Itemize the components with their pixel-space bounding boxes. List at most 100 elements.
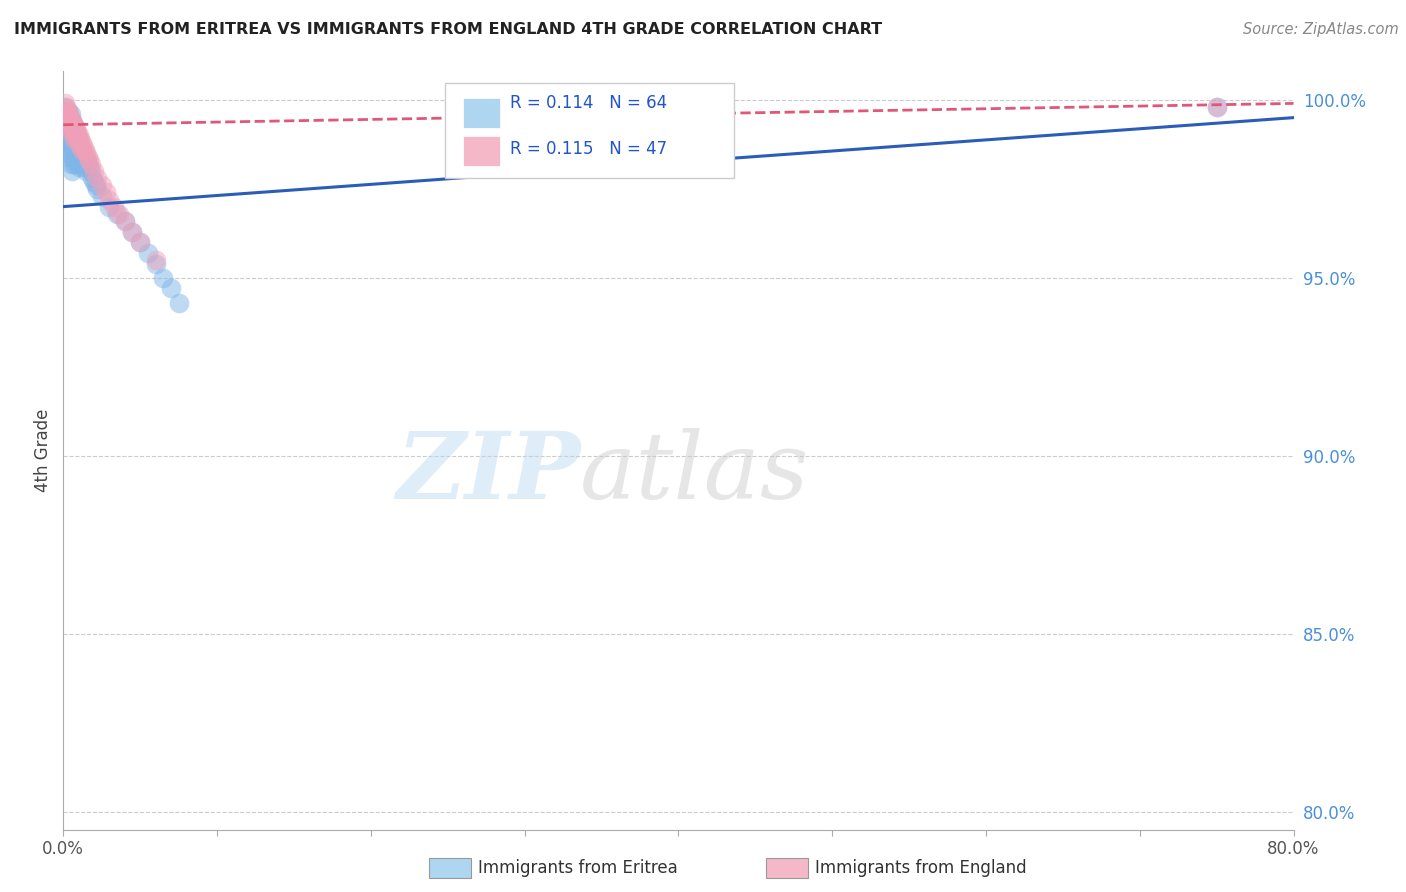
Point bbox=[66, 132, 89, 146]
Point bbox=[114, 214, 136, 228]
Point bbox=[65, 121, 87, 136]
Point bbox=[63, 118, 86, 132]
Point bbox=[55, 107, 77, 121]
Point bbox=[63, 132, 86, 146]
Point bbox=[56, 111, 79, 125]
Point bbox=[69, 153, 91, 168]
Point bbox=[69, 139, 91, 153]
Point bbox=[63, 128, 86, 143]
Point bbox=[83, 175, 105, 189]
Point bbox=[66, 125, 89, 139]
Point bbox=[63, 118, 86, 132]
Point bbox=[121, 225, 143, 239]
Point bbox=[58, 107, 80, 121]
Point bbox=[66, 143, 89, 157]
Point bbox=[73, 153, 96, 168]
Point bbox=[105, 207, 128, 221]
Text: Source: ZipAtlas.com: Source: ZipAtlas.com bbox=[1243, 22, 1399, 37]
Text: ZIP: ZIP bbox=[395, 428, 579, 518]
Point bbox=[70, 136, 93, 150]
Point bbox=[67, 146, 90, 161]
Point bbox=[152, 270, 174, 285]
Point bbox=[73, 143, 96, 157]
Point bbox=[53, 100, 76, 114]
Point bbox=[86, 182, 108, 196]
Point bbox=[56, 146, 79, 161]
Point bbox=[67, 132, 90, 146]
Point bbox=[58, 121, 80, 136]
Point bbox=[103, 200, 125, 214]
Point bbox=[75, 146, 97, 161]
Point bbox=[96, 186, 118, 200]
Point bbox=[55, 114, 77, 128]
Point bbox=[86, 171, 108, 186]
Point bbox=[53, 111, 76, 125]
Text: R = 0.115   N = 47: R = 0.115 N = 47 bbox=[510, 140, 666, 158]
Point bbox=[76, 150, 98, 164]
Point bbox=[55, 136, 77, 150]
Point bbox=[59, 143, 82, 157]
Text: IMMIGRANTS FROM ERITREA VS IMMIGRANTS FROM ENGLAND 4TH GRADE CORRELATION CHART: IMMIGRANTS FROM ERITREA VS IMMIGRANTS FR… bbox=[14, 22, 882, 37]
Text: Immigrants from England: Immigrants from England bbox=[815, 859, 1028, 877]
Point bbox=[62, 139, 84, 153]
Point bbox=[58, 136, 80, 150]
Point bbox=[90, 178, 112, 193]
Point bbox=[63, 143, 86, 157]
Point bbox=[58, 125, 80, 139]
Text: atlas: atlas bbox=[579, 428, 810, 518]
Point bbox=[59, 107, 82, 121]
Point bbox=[1205, 100, 1227, 114]
Point bbox=[58, 111, 80, 125]
Point bbox=[72, 139, 94, 153]
Point bbox=[136, 246, 159, 260]
Point bbox=[56, 132, 79, 146]
Point bbox=[63, 125, 86, 139]
Point bbox=[160, 281, 183, 295]
Point bbox=[55, 128, 77, 143]
Point bbox=[65, 150, 87, 164]
Point bbox=[62, 114, 84, 128]
Point bbox=[58, 150, 80, 164]
Point bbox=[90, 189, 112, 203]
Point bbox=[72, 161, 94, 175]
Point bbox=[59, 125, 82, 139]
Point bbox=[69, 139, 91, 153]
Bar bbox=[463, 136, 501, 166]
Point bbox=[56, 118, 79, 132]
Point bbox=[79, 153, 101, 168]
Point bbox=[98, 200, 121, 214]
Point bbox=[69, 132, 91, 146]
FancyBboxPatch shape bbox=[444, 83, 734, 178]
Point bbox=[59, 111, 82, 125]
Point bbox=[107, 207, 129, 221]
Point bbox=[67, 128, 90, 143]
Point bbox=[63, 157, 86, 171]
Point bbox=[70, 143, 93, 157]
Point bbox=[62, 121, 84, 136]
Point bbox=[53, 103, 76, 118]
Point bbox=[80, 164, 103, 178]
Point bbox=[56, 118, 79, 132]
Point bbox=[65, 136, 87, 150]
Point bbox=[129, 235, 152, 250]
Point bbox=[98, 193, 121, 207]
Point bbox=[55, 100, 77, 114]
Point bbox=[66, 157, 89, 171]
Point bbox=[67, 161, 90, 175]
Point bbox=[167, 295, 190, 310]
Bar bbox=[463, 98, 501, 128]
Point bbox=[65, 125, 87, 139]
Point bbox=[114, 214, 136, 228]
Point bbox=[70, 157, 93, 171]
Point bbox=[1205, 100, 1227, 114]
Point bbox=[82, 171, 104, 186]
Point bbox=[66, 128, 89, 143]
Point bbox=[129, 235, 152, 250]
Point bbox=[84, 178, 107, 193]
Point bbox=[70, 143, 93, 157]
Point bbox=[72, 146, 94, 161]
Point bbox=[80, 157, 103, 171]
Point bbox=[55, 121, 77, 136]
Y-axis label: 4th Grade: 4th Grade bbox=[34, 409, 52, 492]
Point bbox=[62, 125, 84, 139]
